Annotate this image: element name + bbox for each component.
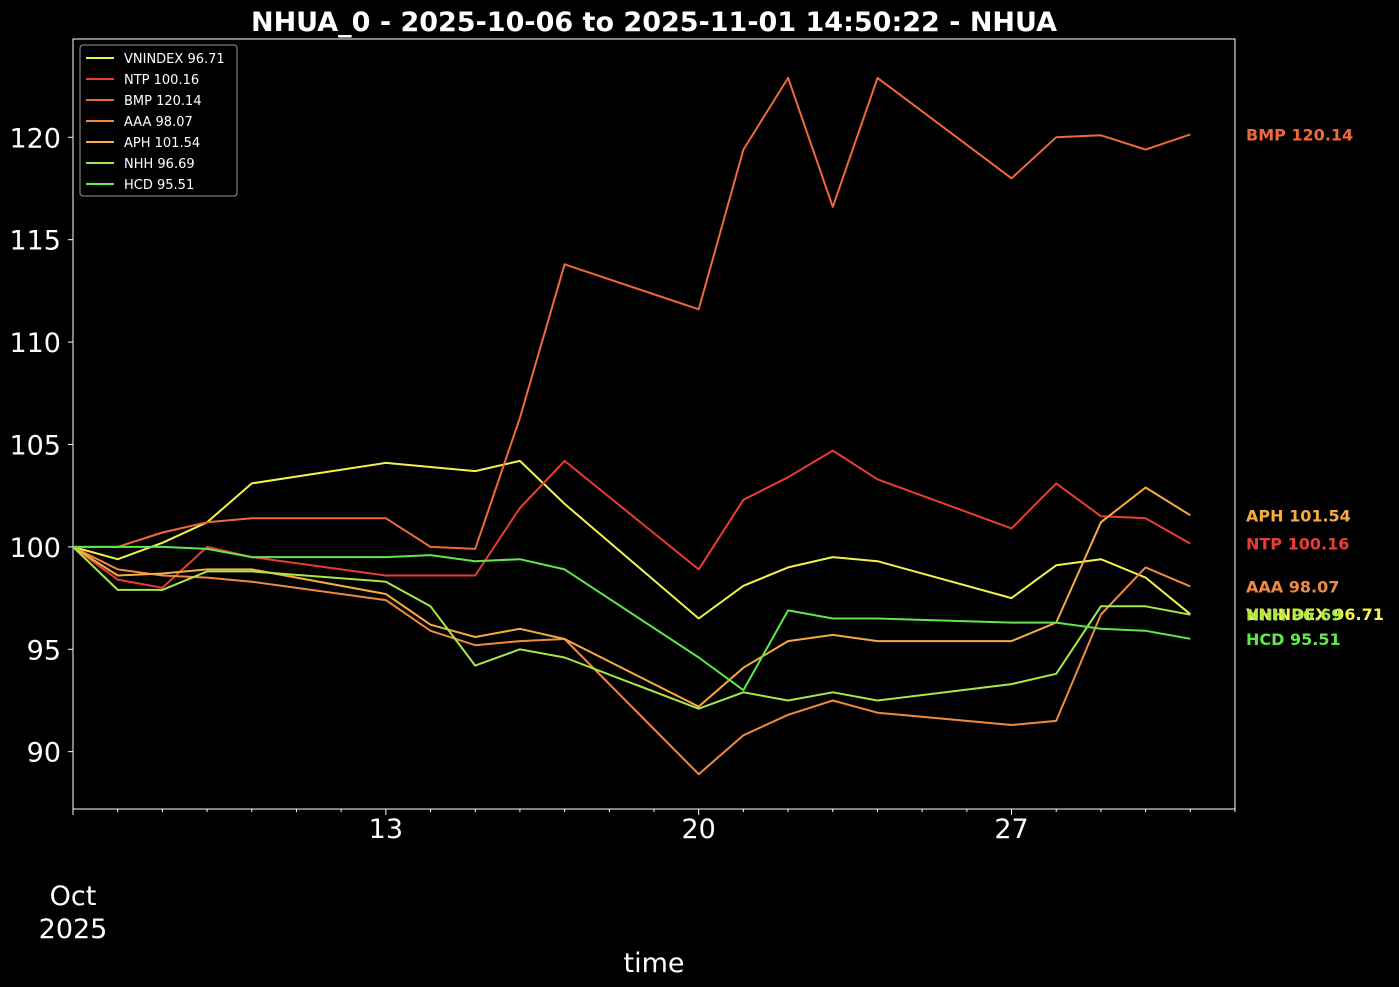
- legend-entry: BMP 120.14: [124, 94, 202, 109]
- series-end-label: APH 101.54: [1246, 506, 1351, 525]
- series-line-1: [72, 459, 1191, 620]
- legend-entry: AAA 98.07: [124, 115, 193, 130]
- series-end-label: NTP 100.16: [1246, 535, 1349, 554]
- y-tick-label: 105: [9, 430, 61, 461]
- series-line-5: [72, 486, 1191, 708]
- x-tick-label: 20: [682, 814, 716, 845]
- series-line-3: [73, 76, 1191, 550]
- x-tick-label: 27: [994, 814, 1028, 845]
- series-end-label: AAA 98.07: [1246, 577, 1339, 596]
- legend: VNINDEX 96.71 NTP 100.16 BMP 120.14 AAA 98.…: [79, 44, 238, 197]
- x-axis-label: time: [623, 948, 684, 979]
- x-axis: 13 20 27: [72, 809, 1236, 845]
- y-tick-label: 90: [27, 738, 61, 769]
- y-tick-label: 100: [9, 533, 61, 564]
- series-end-label: BMP 120.14: [1246, 125, 1353, 144]
- y-tick-label: 115: [9, 226, 61, 257]
- legend-entry: NHH 96.69: [124, 157, 195, 172]
- series-line-7: [73, 545, 1191, 692]
- x-tick-label: 13: [369, 814, 403, 845]
- y-tick-label: 120: [9, 123, 61, 154]
- legend-box: [79, 44, 238, 197]
- legend-entry: HCD 95.51: [124, 178, 194, 193]
- series-line-4: [72, 546, 1191, 776]
- chart-title: NHUA_0 - 2025-10-06 to 2025-11-01 14:50:…: [251, 7, 1057, 38]
- series-end-labels: VNINDEX 96.71 NTP 100.16 BMP 120.14 AAA 98.…: [1246, 125, 1384, 648]
- x-month-label-year: 2025: [39, 914, 108, 945]
- x-month-label-month: Oct: [50, 881, 97, 912]
- legend-entry: APH 101.54: [124, 136, 200, 151]
- y-tick-label: 95: [27, 635, 61, 666]
- series-line-6: [72, 546, 1191, 710]
- series-end-label: HCD 95.51: [1246, 630, 1341, 649]
- legend-entry: VNINDEX 96.71: [124, 52, 225, 67]
- y-tick-label: 110: [9, 328, 61, 359]
- y-axis: 90 95 100 105 110 115 120: [9, 123, 73, 769]
- series-line-2: [72, 449, 1191, 589]
- plot-area-frame: [72, 38, 1236, 810]
- series-end-label: NHH 96.69: [1246, 606, 1342, 625]
- legend-entry: NTP 100.16: [124, 73, 199, 88]
- series-lines: [72, 76, 1191, 776]
- series-end-label: VNINDEX 96.71: [1246, 605, 1384, 624]
